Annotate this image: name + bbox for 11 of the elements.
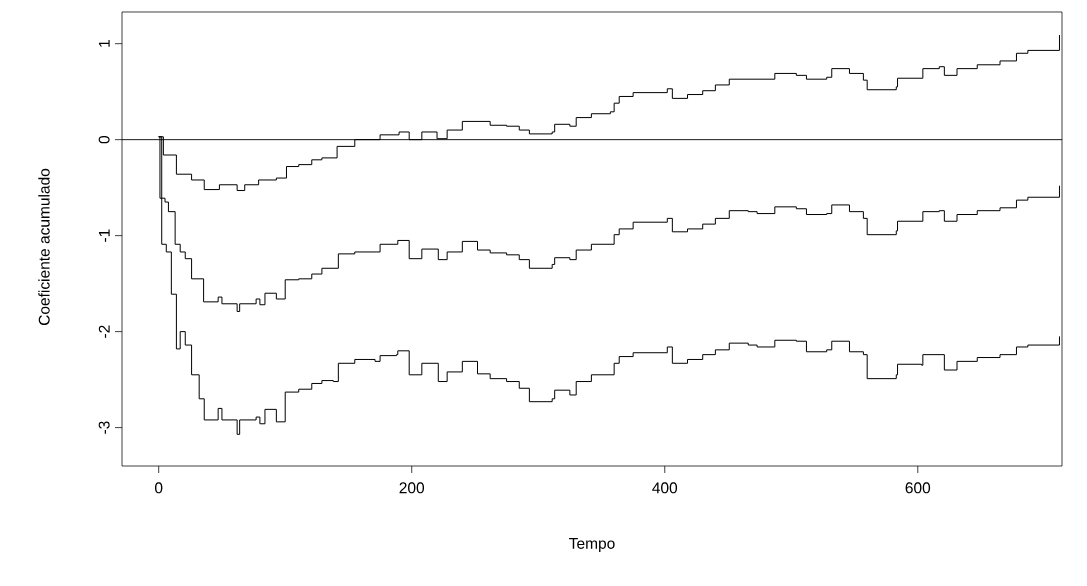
y-tick-label: -1 xyxy=(98,229,110,242)
y-tick-label: 0 xyxy=(98,135,110,144)
y-axis-title: Coeficiente acumulado xyxy=(38,168,50,326)
x-tick-label: 200 xyxy=(399,482,425,494)
x-tick-label: 600 xyxy=(905,482,931,494)
y-tick-label: 1 xyxy=(98,40,110,47)
x-axis-title: Tempo xyxy=(569,538,615,552)
y-tick-label: -3 xyxy=(98,421,110,434)
x-tick-label: 400 xyxy=(652,482,678,494)
x-tick-label: 0 xyxy=(154,482,163,494)
y-tick-label: -2 xyxy=(98,325,110,338)
